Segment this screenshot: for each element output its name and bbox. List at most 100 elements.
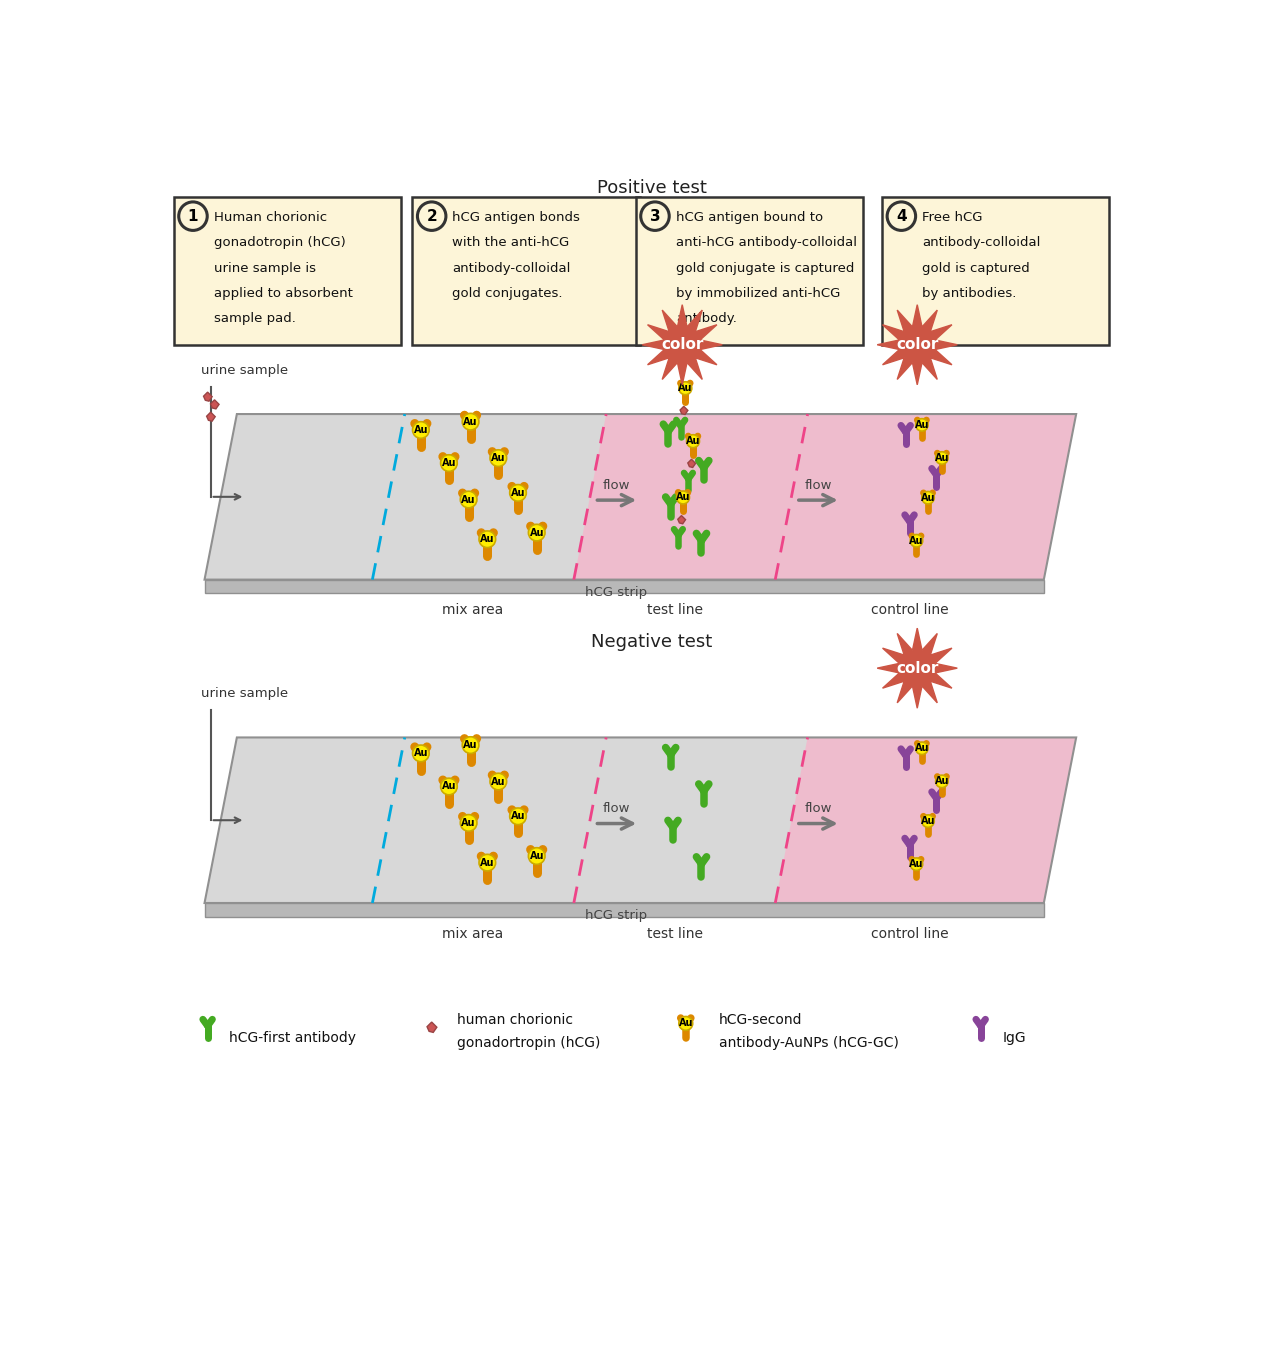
Text: Au: Au: [935, 777, 949, 786]
Polygon shape: [206, 412, 215, 422]
Text: Au: Au: [909, 535, 923, 546]
Polygon shape: [574, 414, 1076, 580]
Text: antibody-colloidal: antibody-colloidal: [922, 236, 1040, 250]
Text: gonadortropin (hCG): gonadortropin (hCG): [457, 1036, 600, 1050]
FancyBboxPatch shape: [881, 197, 1109, 345]
Circle shape: [887, 202, 916, 231]
Text: mix area: mix area: [443, 603, 504, 617]
Text: Au: Au: [441, 459, 457, 468]
Text: Au: Au: [915, 744, 929, 753]
Text: anti-hCG antibody-colloidal: anti-hCG antibody-colloidal: [675, 236, 857, 250]
Circle shape: [412, 422, 429, 438]
Text: Au: Au: [921, 816, 935, 826]
Text: gonadotropin (hCG): gonadotropin (hCG): [214, 236, 346, 250]
Text: Au: Au: [529, 850, 544, 861]
Circle shape: [490, 450, 506, 467]
Text: Au: Au: [462, 494, 476, 505]
Text: with the anti-hCG: with the anti-hCG: [453, 236, 570, 250]
Polygon shape: [204, 392, 212, 401]
Text: Au: Au: [915, 420, 929, 430]
Circle shape: [417, 202, 446, 231]
Circle shape: [460, 815, 477, 831]
Text: mix area: mix area: [443, 927, 504, 940]
Text: Au: Au: [511, 487, 525, 498]
Circle shape: [462, 737, 478, 753]
Text: Au: Au: [678, 384, 692, 393]
FancyBboxPatch shape: [174, 197, 401, 345]
Circle shape: [679, 1017, 693, 1031]
Circle shape: [687, 434, 700, 448]
Polygon shape: [205, 414, 1076, 580]
Circle shape: [528, 524, 544, 541]
Text: Au: Au: [909, 859, 923, 870]
Text: urine sample: urine sample: [201, 364, 287, 377]
Text: color: color: [895, 661, 939, 676]
Text: sample pad.: sample pad.: [214, 313, 295, 325]
Circle shape: [179, 202, 207, 231]
Polygon shape: [688, 459, 696, 467]
Polygon shape: [205, 737, 1076, 904]
Circle shape: [480, 854, 496, 871]
Text: urine sample is: urine sample is: [214, 262, 315, 274]
Text: Au: Au: [491, 453, 505, 463]
Text: urine sample: urine sample: [201, 688, 287, 700]
Text: Au: Au: [935, 453, 949, 463]
Text: antibody.: antibody.: [675, 313, 736, 325]
Polygon shape: [878, 628, 958, 708]
Text: Au: Au: [921, 493, 935, 502]
Circle shape: [440, 778, 457, 794]
Text: applied to absorbent: applied to absorbent: [214, 287, 352, 300]
Text: hCG-second: hCG-second: [719, 1013, 803, 1026]
Text: color: color: [895, 337, 939, 352]
Circle shape: [412, 745, 429, 762]
Circle shape: [679, 382, 692, 394]
Text: flow: flow: [603, 479, 631, 491]
Text: Au: Au: [413, 748, 429, 759]
Text: Free hCG: Free hCG: [922, 210, 983, 224]
Text: Au: Au: [413, 425, 429, 435]
Circle shape: [480, 531, 496, 547]
FancyBboxPatch shape: [412, 197, 640, 345]
Circle shape: [462, 414, 478, 430]
Text: hCG strip: hCG strip: [585, 586, 647, 599]
Circle shape: [911, 535, 922, 547]
Text: flow: flow: [603, 803, 631, 815]
Circle shape: [916, 743, 929, 755]
Circle shape: [677, 491, 689, 504]
Polygon shape: [878, 304, 958, 385]
Text: Au: Au: [480, 857, 495, 868]
Circle shape: [440, 455, 457, 471]
Text: Au: Au: [462, 818, 476, 829]
Text: gold conjugate is captured: gold conjugate is captured: [675, 262, 854, 274]
Polygon shape: [681, 407, 688, 415]
Text: antibody-AuNPs (hCG-GC): antibody-AuNPs (hCG-GC): [719, 1036, 899, 1050]
Polygon shape: [210, 400, 219, 410]
Polygon shape: [205, 904, 1044, 917]
Polygon shape: [678, 516, 686, 524]
Circle shape: [922, 815, 934, 827]
Text: Positive test: Positive test: [597, 179, 707, 197]
Text: test line: test line: [646, 603, 702, 617]
Text: by antibodies.: by antibodies.: [922, 287, 1016, 300]
Text: Au: Au: [675, 493, 691, 502]
Text: 1: 1: [188, 209, 198, 224]
Text: by immobilized anti-hCG: by immobilized anti-hCG: [675, 287, 840, 300]
Text: Au: Au: [463, 740, 478, 751]
Polygon shape: [205, 580, 1044, 594]
Text: hCG-first antibody: hCG-first antibody: [229, 1031, 356, 1044]
Text: antibody-colloidal: antibody-colloidal: [453, 262, 571, 274]
Text: Human chorionic: Human chorionic: [214, 210, 327, 224]
Polygon shape: [642, 304, 722, 385]
Text: Au: Au: [441, 782, 457, 792]
Polygon shape: [427, 1022, 436, 1032]
Circle shape: [510, 808, 527, 824]
Text: Au: Au: [511, 811, 525, 822]
Text: human chorionic: human chorionic: [457, 1013, 574, 1026]
Text: flow: flow: [804, 479, 832, 491]
Text: Negative test: Negative test: [591, 633, 712, 651]
Text: Au: Au: [686, 437, 701, 446]
Circle shape: [936, 775, 948, 788]
Text: test line: test line: [646, 927, 702, 940]
Text: 4: 4: [895, 209, 907, 224]
Circle shape: [936, 452, 948, 464]
